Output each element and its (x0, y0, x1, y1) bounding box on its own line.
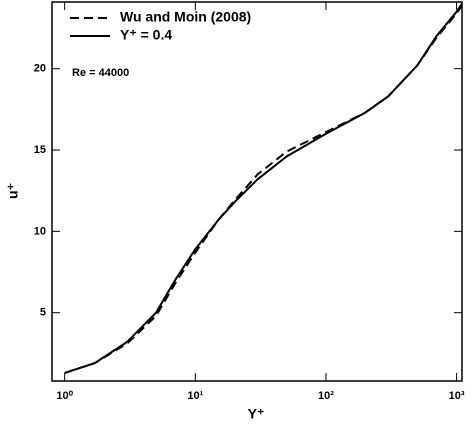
y-tick-label: 5 (40, 307, 46, 319)
legend-label: Wu and Moin (2008) (120, 9, 251, 25)
y-tick-label: 10 (34, 225, 46, 237)
x-tick-label: 10³ (449, 390, 465, 402)
data-line (64, 3, 462, 374)
x-tick-label: 10¹ (187, 390, 203, 402)
x-axis-label: Y⁺ (248, 406, 265, 422)
data-line (64, 4, 462, 374)
plot-frame (51, 1, 463, 382)
legend-label: Y⁺ = 0.4 (120, 27, 172, 43)
x-tick-label: 10² (318, 390, 334, 402)
x-tick-label: 10⁰ (56, 390, 73, 402)
annotation: Re = 44000 (72, 67, 129, 79)
y-axis-label: u⁺ (5, 183, 21, 199)
y-tick-label: 20 (34, 63, 46, 75)
y-tick-label: 15 (34, 144, 46, 156)
